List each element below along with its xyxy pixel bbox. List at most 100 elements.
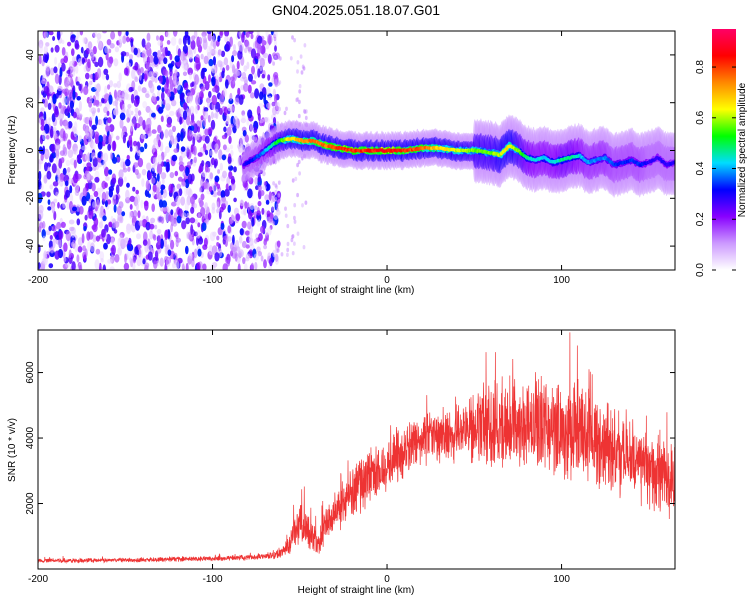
noise-cell (272, 181, 275, 186)
noise-cell (202, 34, 207, 41)
noise-cell (129, 257, 133, 264)
noise-cell (105, 176, 110, 181)
noise-cell (231, 64, 236, 74)
noise-cell (302, 245, 306, 250)
noise-cell (149, 230, 154, 240)
noise-cell (62, 256, 67, 263)
noise-cell (170, 239, 175, 250)
noise-cell (113, 58, 119, 67)
snr-y-label: SNR (10 * v/v) (7, 418, 18, 482)
noise-cell (144, 142, 148, 150)
noise-cell (169, 79, 174, 91)
noise-cell (104, 200, 108, 208)
noise-cell (141, 168, 147, 176)
noise-cell (133, 140, 138, 147)
noise-cell (49, 235, 53, 240)
noise-cell (142, 101, 148, 109)
noise-cell (157, 235, 161, 246)
noise-cell (51, 203, 55, 211)
noise-cell (224, 35, 229, 43)
noise-cell (212, 49, 217, 55)
noise-cell (220, 50, 226, 57)
noise-cell (197, 248, 202, 257)
noise-cell (234, 97, 240, 105)
noise-cell (120, 51, 127, 57)
noise-cell (140, 199, 144, 209)
noise-cell (116, 217, 123, 224)
noise-cell (207, 99, 210, 108)
noise-cell (189, 217, 196, 224)
noise-cell (146, 61, 151, 72)
noise-cell (65, 159, 71, 167)
noise-cell (169, 135, 175, 146)
noise-cell (137, 110, 142, 116)
noise-cell (149, 55, 154, 63)
noise-cell (137, 149, 141, 157)
noise-cell (80, 46, 84, 54)
noise-cell (278, 106, 281, 112)
noise-cell (220, 190, 226, 199)
noise-cell (200, 53, 204, 60)
noise-cell (152, 156, 158, 166)
noise-cell (224, 31, 230, 37)
noise-cell (181, 212, 187, 219)
noise-cell (141, 178, 145, 187)
noise-cell (187, 49, 194, 60)
noise-cell (304, 200, 308, 205)
noise-cell (286, 252, 289, 257)
noise-cell (229, 144, 233, 150)
noise-cell (272, 221, 276, 226)
noise-cell (75, 65, 79, 74)
colorbar-tick-label: 0.8 (695, 60, 706, 74)
noise-cell (197, 152, 203, 157)
spectrogram-heat-layer (38, 31, 675, 270)
noise-cell (157, 154, 163, 165)
noise-cell (49, 184, 54, 190)
figure-title: GN04.2025.051.18.07.G01 (272, 2, 440, 18)
noise-cell (270, 31, 274, 36)
noise-cell (81, 233, 85, 244)
noise-cell (173, 148, 179, 154)
noise-cell (118, 35, 124, 44)
noise-cell (126, 117, 130, 123)
noise-cell (128, 135, 133, 146)
noise-cell (173, 75, 178, 86)
noise-cell (43, 98, 49, 108)
noise-cell (182, 71, 188, 77)
noise-cell (185, 166, 190, 177)
noise-cell (134, 123, 141, 129)
noise-cell (98, 42, 102, 51)
noise-cell (96, 32, 102, 40)
noise-cell (86, 231, 91, 241)
noise-cell (242, 180, 248, 188)
noise-cell (241, 114, 246, 121)
noise-cell (47, 199, 51, 206)
y-tick-label: 4000 (25, 426, 36, 449)
noise-cell (224, 188, 230, 197)
noise-cell (70, 35, 76, 43)
noise-cell (256, 217, 261, 227)
noise-cell (52, 181, 59, 187)
noise-cell (172, 219, 178, 227)
noise-cell (67, 121, 73, 129)
noise-cell (174, 136, 178, 145)
noise-cell (158, 75, 163, 84)
noise-cell (67, 105, 70, 113)
noise-cell (94, 176, 100, 183)
noise-cell (142, 239, 148, 246)
noise-cell (239, 135, 246, 146)
noise-cell (251, 65, 255, 75)
noise-cell (93, 99, 100, 106)
noise-cell (207, 127, 213, 135)
noise-cell (232, 244, 238, 255)
noise-cell (127, 103, 132, 109)
noise-cell (97, 56, 104, 68)
noise-cell (53, 198, 58, 203)
noise-cell (125, 158, 131, 167)
noise-cell (128, 211, 133, 219)
noise-cell (279, 123, 283, 128)
noise-cell (176, 215, 182, 224)
noise-cell (298, 89, 302, 94)
noise-cell (227, 225, 232, 234)
noise-cell (60, 157, 65, 164)
